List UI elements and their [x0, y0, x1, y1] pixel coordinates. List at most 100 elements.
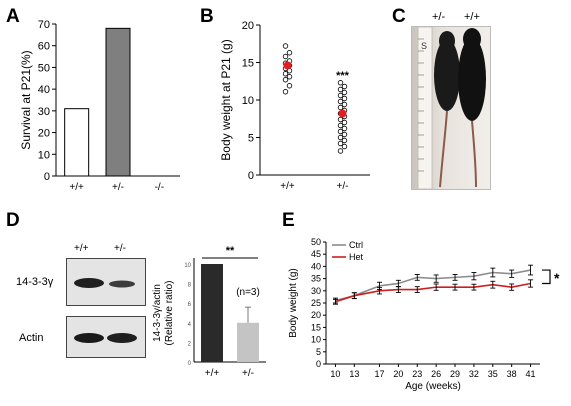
y-tick-label: 10	[38, 149, 50, 161]
x-tick-label: +/+	[69, 182, 84, 193]
y-tick-label: 35	[311, 274, 321, 284]
y-tick-label: 25	[311, 298, 321, 308]
data-point	[337, 128, 344, 135]
panel-label-a: A	[6, 6, 20, 27]
y-tick-label: 40	[311, 261, 321, 271]
blot-lane-label-2: +/-	[114, 243, 126, 254]
y-tick-label: 4	[188, 322, 192, 328]
x-axis-title: Age (weeks)	[405, 381, 461, 392]
data-point	[337, 80, 344, 86]
panel-c-label-right: +/+	[464, 11, 480, 23]
blot-bands-1433	[74, 278, 135, 288]
bar	[201, 264, 223, 362]
data-point	[337, 122, 344, 129]
x-tick-label: 29	[450, 369, 460, 379]
blot-row-label-2: Actin	[19, 332, 44, 344]
y-tick-label: 5	[316, 347, 321, 357]
x-tick-label: +/-	[337, 181, 349, 192]
y-tick-label: 5	[248, 133, 254, 145]
y-axis-title-line-1: 14-3-3γ/actin	[152, 284, 163, 342]
mean-marker	[283, 61, 292, 70]
data-point	[282, 77, 289, 83]
data-point	[286, 83, 293, 89]
x-tick-label: 17	[374, 369, 384, 379]
data-point	[341, 101, 348, 108]
y-tick-label: 0	[188, 361, 192, 367]
data-point	[286, 50, 293, 56]
data-point	[341, 89, 348, 96]
data-point	[337, 104, 344, 111]
y-tick-label: 0	[316, 359, 321, 369]
y-tick-label: 30	[38, 106, 50, 118]
blot-lane-label-1: +/+	[74, 243, 89, 254]
y-tick-label: 70	[38, 19, 50, 31]
y-tick-label: 20	[311, 310, 321, 320]
x-tick-label: 10	[330, 369, 340, 379]
mice-illustration: S	[417, 26, 486, 190]
x-tick-label: 26	[431, 369, 441, 379]
x-tick-label: +/-	[242, 368, 254, 379]
panel-d-bar-chart: 0 2 4 6 8 10 +/+ +/- ** (n=3) 14-3-3γ/actin (Relati…	[152, 245, 266, 379]
y-tick-label: 40	[38, 84, 50, 96]
panel-a-bar-chart: 0 10 20 30 40 50 60 70 +/+ +/- -/- Survival at P21(…	[19, 19, 180, 193]
y-tick-label: 50	[38, 62, 50, 74]
data-point	[341, 125, 348, 132]
panel-label-e: E	[282, 210, 295, 231]
panel-e-line-chart: 0 5 10 15 20 25 30 35 40 45 50 10 13 17 20 23 26 29 32 35 38…	[288, 237, 560, 392]
ruler-text: S	[421, 41, 427, 51]
blot-panel-1433	[66, 258, 146, 306]
y-tick-label: 45	[311, 249, 321, 259]
sample-size-label: (n=3)	[236, 287, 260, 298]
data-point	[286, 74, 293, 80]
data-point	[337, 140, 344, 147]
y-axis-title: Survival at P21(%)	[19, 50, 33, 149]
x-tick-label: -/-	[155, 182, 164, 193]
data-point	[337, 116, 344, 123]
data-point	[341, 83, 348, 90]
y-tick-label: 0	[248, 170, 254, 182]
panel-b-scatter-chart: 0 5 10 15 20 +/+ +/- *** Body weight at P21 (g)	[219, 20, 370, 192]
y-tick-label: 20	[38, 128, 50, 140]
data-point	[341, 119, 348, 126]
y-tick-label: 0	[44, 171, 50, 183]
legend-label: Het	[349, 252, 364, 262]
panel-label-b: B	[200, 6, 214, 27]
y-tick-label: 30	[311, 286, 321, 296]
x-tick-label: +/+	[280, 181, 295, 192]
y-tick-label: 20	[242, 20, 254, 32]
blot-panel-actin	[66, 316, 146, 358]
data-point	[282, 89, 289, 95]
data-point	[282, 43, 289, 49]
y-tick-label: 2	[188, 341, 192, 347]
mice-photo: S	[411, 26, 491, 190]
y-tick-label: 15	[242, 58, 254, 70]
series-line-het	[335, 282, 531, 303]
x-tick-label: 32	[469, 369, 479, 379]
x-tick-label: 41	[526, 369, 536, 379]
data-point	[341, 143, 348, 150]
bar	[64, 108, 90, 177]
significance-label: *	[554, 270, 560, 286]
bar	[105, 27, 131, 177]
mean-marker	[338, 109, 347, 118]
y-tick-label: 15	[311, 322, 321, 332]
panel-c-label-left: +/-	[432, 11, 446, 23]
significance-bracket	[542, 269, 551, 285]
x-tick-label: 23	[412, 369, 422, 379]
y-axis-title: Body weight (g)	[288, 268, 299, 337]
panel-label-d: D	[6, 210, 20, 231]
blot-row-label-1: 14-3-3γ	[16, 276, 54, 288]
blot-bands-actin	[74, 333, 137, 343]
data-point	[337, 92, 344, 99]
y-tick-label: 50	[311, 237, 321, 247]
data-point	[341, 131, 348, 138]
y-axis-title-line-2: (Relative ratio)	[164, 280, 175, 345]
y-axis-title: Body weight at P21 (g)	[219, 39, 233, 160]
data-point	[282, 53, 289, 60]
x-tick-label: 38	[507, 369, 517, 379]
x-tick-label: +/+	[205, 368, 220, 379]
data-point	[337, 134, 344, 141]
data-point	[337, 148, 344, 154]
significance-label: ***	[336, 70, 350, 82]
y-tick-label: 10	[242, 95, 254, 107]
